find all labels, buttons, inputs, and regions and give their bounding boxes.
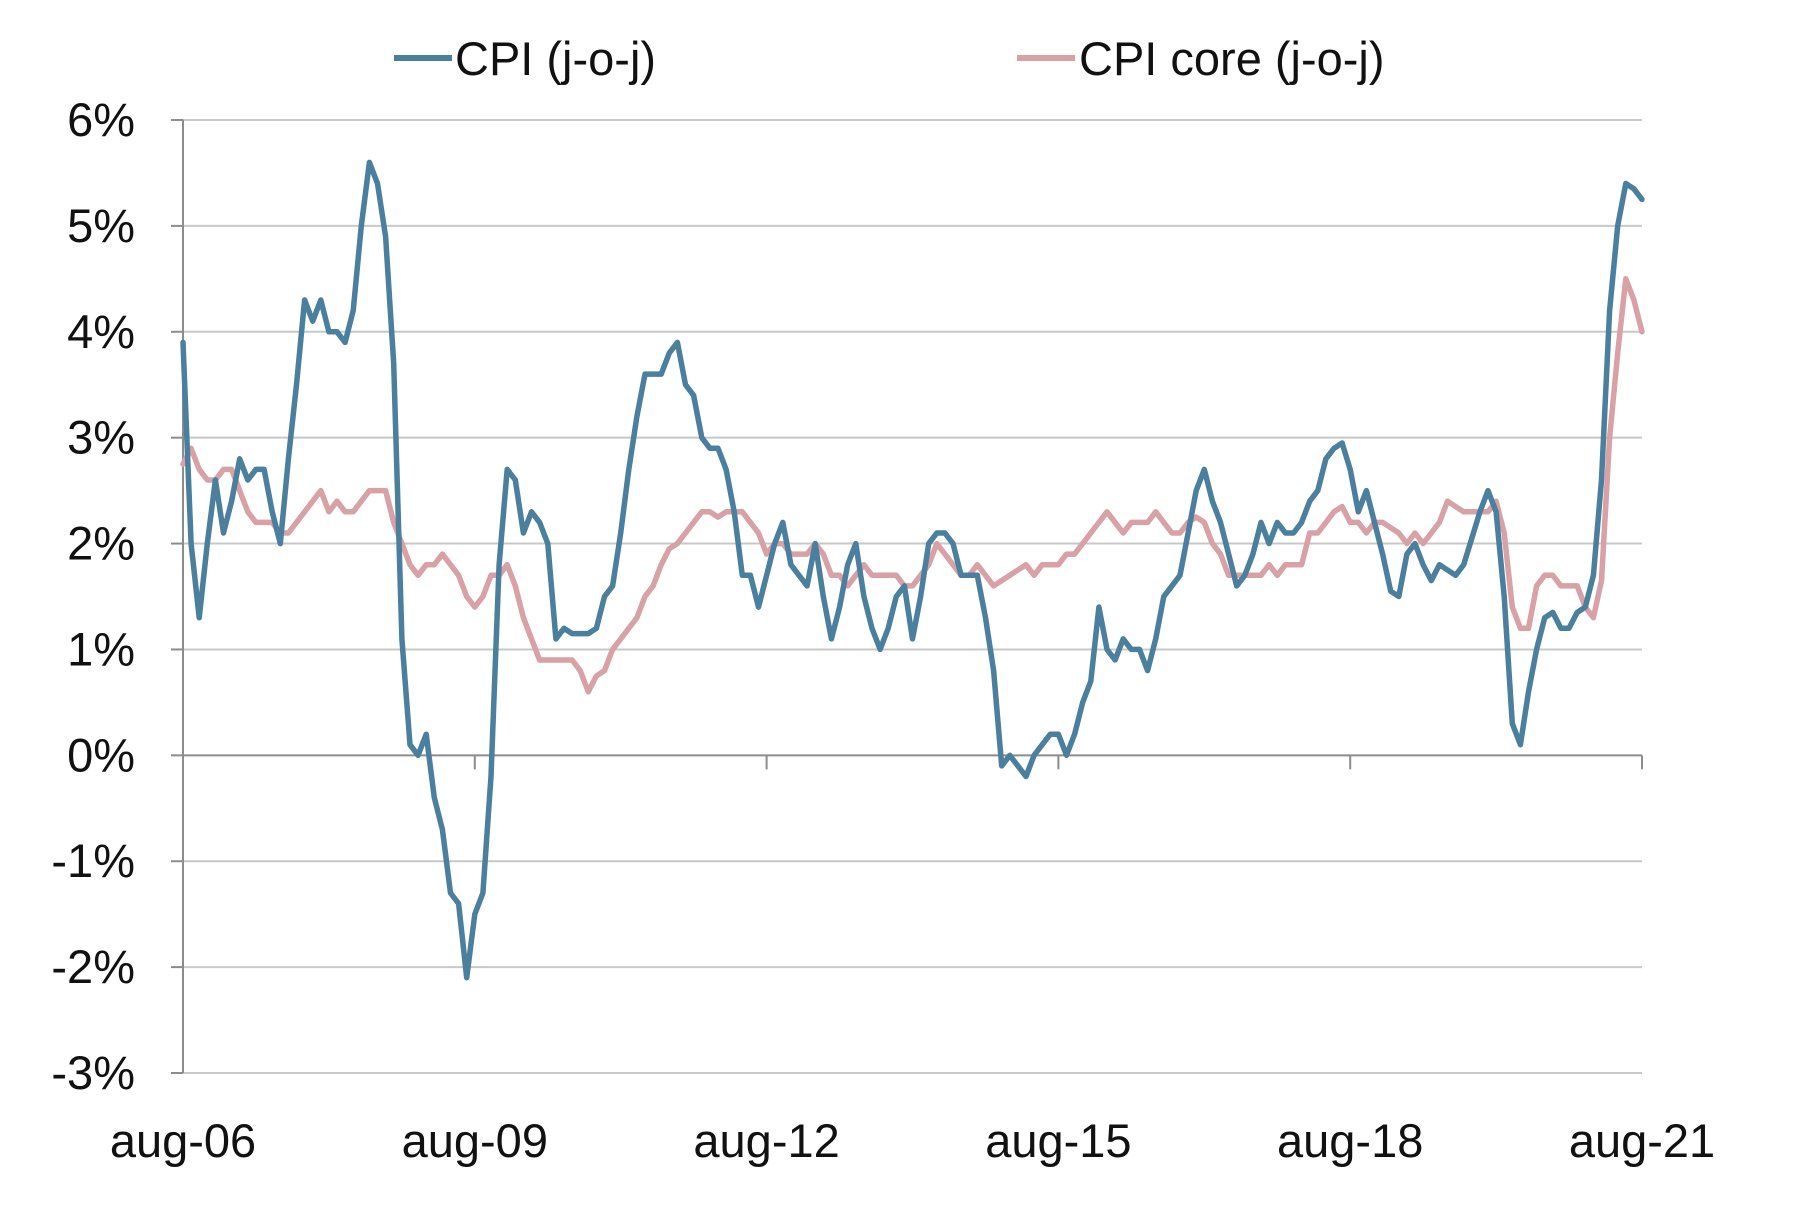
x-tick-label: aug-21 [1569, 1114, 1715, 1167]
x-tick-label: aug-06 [110, 1114, 256, 1167]
y-tick-label: -1% [51, 834, 135, 887]
x-tick-label: aug-12 [693, 1114, 839, 1167]
x-tick-label: aug-15 [985, 1114, 1131, 1167]
y-tick-label: 4% [67, 305, 135, 358]
legend: CPI (j-o-j) CPI core (j-o-j) [394, 32, 1385, 85]
gridlines [183, 119, 1642, 1074]
y-tick-label: 2% [67, 517, 135, 570]
y-tick-label: 6% [67, 93, 135, 146]
y-tick-label: -2% [51, 940, 135, 993]
y-tick-label: 0% [67, 728, 135, 781]
legend-label: CPI (j-o-j) [455, 32, 656, 85]
y-tick-label: 5% [67, 199, 135, 252]
legend-label: CPI core (j-o-j) [1079, 32, 1385, 85]
x-tick-labels: aug-06 aug-09 aug-12 aug-15 aug-18 aug-21 [110, 1114, 1715, 1167]
y-tick-label: 1% [67, 622, 135, 675]
x-tick-label: aug-09 [402, 1114, 548, 1167]
cpi-series-line [180, 159, 1645, 981]
series-lines [180, 159, 1645, 981]
y-tick-label: -3% [51, 1046, 135, 1099]
cpi-core-series-line [180, 276, 1645, 695]
x-tick-label: aug-18 [1277, 1114, 1423, 1167]
y-tick-label: 3% [67, 411, 135, 464]
y-tick-labels: -3% -2% -1% 0% 1% 2% 3% 4% 5% 6% [51, 93, 135, 1099]
